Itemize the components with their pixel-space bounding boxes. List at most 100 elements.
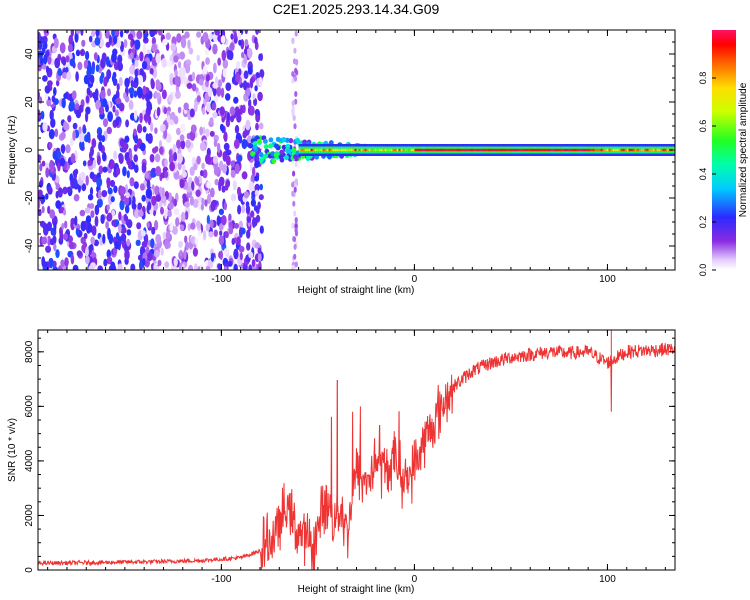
heatmap-cell — [294, 98, 298, 105]
heatmap-cell — [147, 251, 153, 262]
heatmap-cell — [324, 148, 327, 152]
heatmap-cell — [118, 211, 122, 221]
heatmap-cell — [273, 152, 279, 158]
heatmap-cell — [55, 249, 60, 259]
heatmap-cell — [128, 100, 134, 110]
heatmap-cell — [252, 217, 258, 227]
heatmap-cell — [550, 148, 553, 152]
heatmap-cell — [644, 148, 647, 152]
heatmap-cell — [147, 115, 152, 126]
heatmap-cell — [220, 215, 227, 226]
heatmap-cell — [233, 96, 239, 104]
heatmap-cell — [51, 95, 56, 103]
heatmap-cell — [105, 56, 110, 67]
heatmap-cell — [118, 102, 125, 112]
heatmap-cell — [222, 163, 227, 174]
heatmap-cell — [258, 252, 262, 263]
heatmap-cell — [281, 137, 287, 143]
heatmap-cell — [456, 148, 459, 152]
heatmap-cell — [56, 150, 62, 159]
heatmap-cell — [103, 258, 108, 267]
heatmap-cell — [107, 88, 111, 97]
heatmap-cell — [38, 154, 42, 162]
heatmap-cell — [189, 47, 194, 55]
heatmap-cell — [604, 148, 607, 152]
heatmap-cell — [222, 59, 229, 69]
heatmap-cell — [221, 116, 225, 123]
heatmap-cell — [154, 90, 158, 99]
heatmap-cell — [110, 196, 115, 203]
heatmap-cell — [236, 114, 242, 123]
heatmap-cell — [268, 143, 273, 149]
heatmap-cell — [552, 148, 555, 152]
heatmap-cell — [263, 138, 268, 144]
heatmap-cell — [374, 148, 377, 152]
colorbar-tick-label: 0.8 — [698, 72, 708, 85]
heatmap-cell — [230, 193, 237, 202]
heatmap-cell — [212, 82, 218, 89]
heatmap-cell — [183, 76, 188, 86]
heatmap-cell — [75, 103, 80, 111]
heatmap-cell — [228, 226, 234, 235]
heatmap-cell — [199, 126, 204, 136]
snr-series-line — [38, 330, 675, 570]
heatmap-cell — [86, 131, 91, 141]
heatmap-cell — [249, 163, 253, 171]
heatmap-cell — [460, 148, 463, 152]
heatmap-cell — [106, 204, 110, 211]
heatmap-cell — [80, 171, 86, 181]
heatmap-cell — [122, 166, 127, 177]
heatmap-cell — [62, 58, 67, 66]
heatmap-cell — [48, 129, 55, 140]
heatmap-cell — [55, 200, 62, 209]
heatmap-cell — [49, 258, 54, 269]
heatmap-cell — [356, 148, 359, 152]
heatmap-cell — [87, 159, 93, 167]
heatmap-cell — [219, 223, 224, 232]
heatmap-cell — [480, 148, 483, 152]
heatmap-cell — [225, 183, 229, 191]
heatmap-cell — [624, 148, 627, 152]
heatmap-cell — [294, 217, 298, 223]
heatmap-cell — [120, 193, 125, 201]
heatmap-cell — [106, 69, 112, 80]
heatmap-cell — [184, 210, 189, 220]
heatmap-cell — [628, 148, 631, 152]
heatmap-cell — [208, 231, 214, 238]
heatmap-cell — [556, 148, 559, 152]
heatmap-cell — [217, 142, 221, 154]
heatmap-cell — [224, 266, 228, 270]
heatmap-cell — [137, 209, 144, 218]
heatmap-cell — [126, 229, 132, 236]
heatmap-cell — [392, 148, 395, 152]
heatmap-cell — [126, 170, 130, 179]
heatmap-cell — [96, 177, 103, 188]
heatmap-cell — [123, 39, 128, 48]
heatmap-cell — [231, 238, 236, 245]
heatmap-cell — [295, 137, 300, 144]
heatmap-cell — [163, 107, 168, 115]
heatmap-cell — [109, 160, 115, 169]
heatmap-cell — [103, 118, 108, 128]
heatmap-cell — [210, 200, 216, 212]
heatmap-cell — [440, 148, 443, 152]
heatmap-cell — [180, 139, 186, 150]
y-tick-label: 0 — [24, 147, 35, 153]
heatmap-cell — [213, 229, 218, 237]
heatmap-cell — [278, 154, 284, 160]
heatmap-cell — [154, 220, 159, 231]
heatmap-cell — [54, 175, 60, 184]
heatmap-cell — [179, 178, 185, 189]
heatmap-cell — [151, 43, 157, 53]
heatmap-cell — [123, 213, 128, 222]
heatmap-cell — [76, 250, 82, 257]
heatmap-cell — [43, 30, 48, 34]
heatmap-cell — [168, 60, 173, 68]
heatmap-cell — [60, 144, 66, 154]
heatmap-cell — [151, 36, 156, 46]
heatmap-cell — [97, 265, 103, 270]
x-tick-label: -100 — [211, 574, 231, 585]
heatmap-cell — [189, 166, 195, 176]
heatmap-cell — [124, 249, 130, 261]
heatmap-cell — [119, 30, 124, 38]
